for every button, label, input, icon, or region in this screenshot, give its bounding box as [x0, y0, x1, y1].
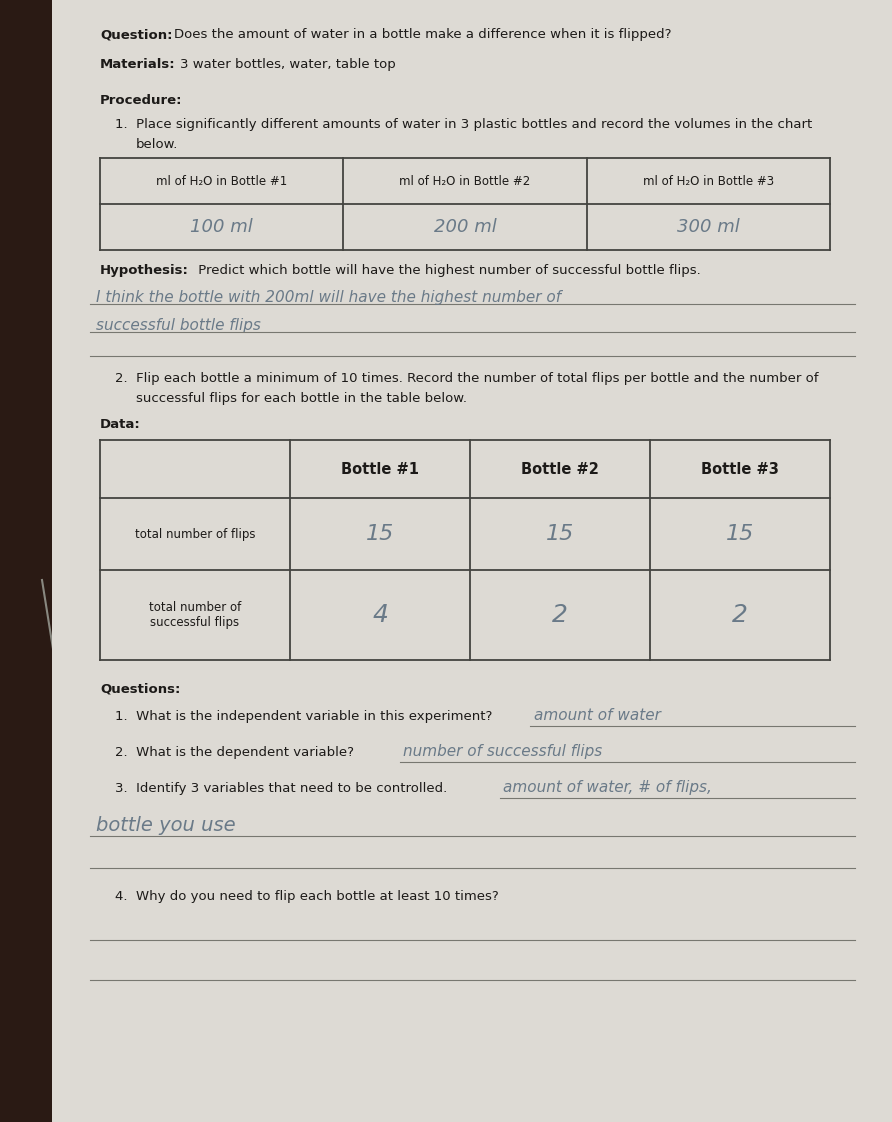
Text: Hypothesis:: Hypothesis: — [100, 264, 189, 277]
Text: Procedure:: Procedure: — [100, 94, 183, 107]
Text: 1.  Place significantly different amounts of water in 3 plastic bottles and reco: 1. Place significantly different amounts… — [115, 118, 813, 131]
Text: amount of water: amount of water — [534, 708, 661, 723]
Text: Bottle #3: Bottle #3 — [701, 461, 779, 477]
Text: Bottle #2: Bottle #2 — [521, 461, 599, 477]
Text: 15: 15 — [726, 524, 754, 544]
Text: 4.  Why do you need to flip each bottle at least 10 times?: 4. Why do you need to flip each bottle a… — [115, 890, 499, 903]
Text: Does the amount of water in a bottle make a difference when it is flipped?: Does the amount of water in a bottle mak… — [174, 28, 672, 42]
Text: total number of
successful flips: total number of successful flips — [149, 601, 241, 629]
Text: 200 ml: 200 ml — [434, 218, 496, 236]
Text: I think the bottle with 200ml will have the highest number of: I think the bottle with 200ml will have … — [96, 289, 561, 305]
Text: 2: 2 — [552, 603, 568, 627]
Text: 2.  Flip each bottle a minimum of 10 times. Record the number of total flips per: 2. Flip each bottle a minimum of 10 time… — [115, 373, 819, 385]
Text: Bottle #1: Bottle #1 — [341, 461, 419, 477]
Text: successful flips for each bottle in the table below.: successful flips for each bottle in the … — [136, 392, 467, 405]
Text: 2: 2 — [732, 603, 747, 627]
Text: Materials:: Materials: — [100, 58, 176, 71]
Text: Question:: Question: — [100, 28, 172, 42]
Text: 3 water bottles, water, table top: 3 water bottles, water, table top — [180, 58, 396, 71]
Text: bottle you use: bottle you use — [96, 816, 235, 835]
Text: number of successful flips: number of successful flips — [403, 744, 602, 758]
Text: below.: below. — [136, 138, 178, 151]
Text: 3.  Identify 3 variables that need to be controlled.: 3. Identify 3 variables that need to be … — [115, 782, 447, 795]
Text: amount of water, # of flips,: amount of water, # of flips, — [503, 780, 712, 795]
Text: Data:: Data: — [100, 419, 141, 431]
Text: 1.  What is the independent variable in this experiment?: 1. What is the independent variable in t… — [115, 710, 492, 723]
Text: 300 ml: 300 ml — [677, 218, 739, 236]
Text: ml of H₂O in Bottle #3: ml of H₂O in Bottle #3 — [643, 175, 774, 187]
Bar — [52, 0, 70, 1122]
Text: Predict which bottle will have the highest number of successful bottle flips.: Predict which bottle will have the highe… — [194, 264, 701, 277]
Text: 15: 15 — [546, 524, 574, 544]
Text: Questions:: Questions: — [100, 682, 180, 695]
Text: successful bottle flips: successful bottle flips — [96, 318, 260, 333]
Text: 4: 4 — [372, 603, 388, 627]
Text: 2.  What is the dependent variable?: 2. What is the dependent variable? — [115, 746, 354, 758]
Text: 100 ml: 100 ml — [190, 218, 253, 236]
Text: total number of flips: total number of flips — [135, 527, 255, 541]
Text: ml of H₂O in Bottle #2: ml of H₂O in Bottle #2 — [400, 175, 531, 187]
Text: 15: 15 — [366, 524, 394, 544]
Bar — [0, 0, 52, 1122]
Text: ml of H₂O in Bottle #1: ml of H₂O in Bottle #1 — [156, 175, 287, 187]
